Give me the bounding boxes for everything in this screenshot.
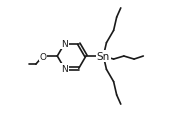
- Text: Sn: Sn: [97, 52, 110, 61]
- Text: O: O: [40, 52, 47, 61]
- Text: N: N: [61, 40, 68, 49]
- Text: N: N: [61, 64, 68, 73]
